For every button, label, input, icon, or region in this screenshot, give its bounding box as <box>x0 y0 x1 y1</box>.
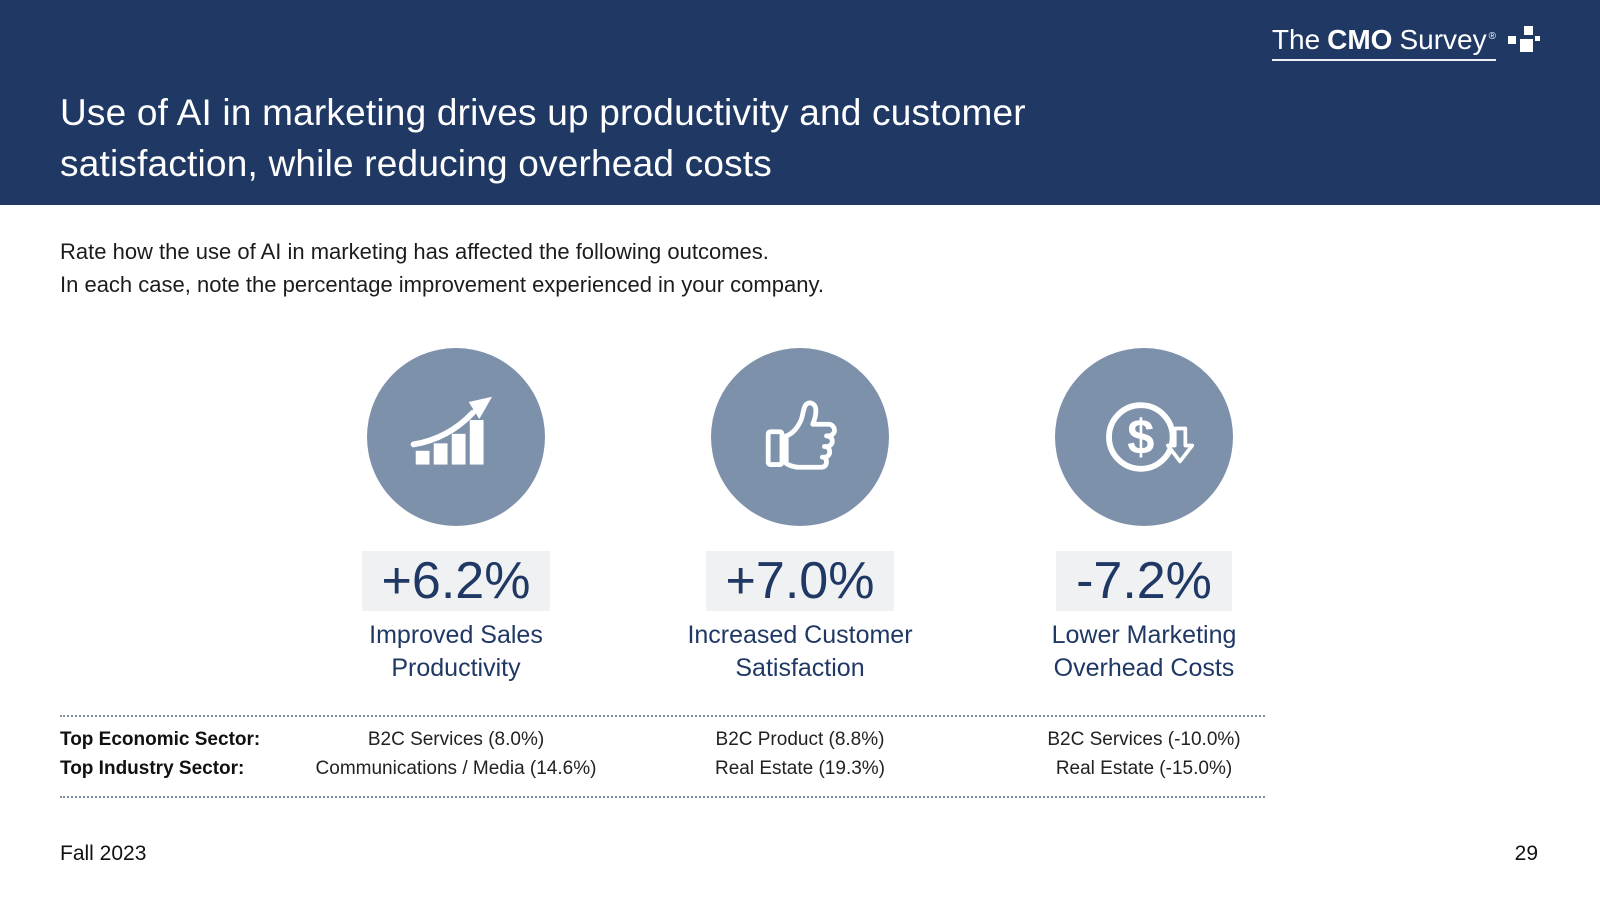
metric-label-line1: Lower Marketing <box>1051 621 1237 650</box>
metrics-row: +6.2% Improved Sales Productivity +7.0% … <box>0 347 1600 685</box>
survey-edition: Fall 2023 <box>60 842 147 865</box>
logo-word-survey: Survey <box>1399 24 1487 55</box>
industry-sector-cell: Communications / Media (14.6%) <box>315 758 597 780</box>
metric-value: +7.0% <box>705 550 895 612</box>
logo-word-the: The <box>1271 24 1321 55</box>
metric-label-line1: Improved Sales <box>369 621 543 650</box>
question-text: Rate how the use of AI in marketing has … <box>60 235 1540 302</box>
sector-table: Top Economic Sector: B2C Services (8.0%)… <box>60 717 1600 794</box>
metric-label: Lower Marketing Overhead Costs <box>1052 619 1237 685</box>
thumbs-up-icon <box>711 347 889 526</box>
economic-sector-row-label: Top Economic Sector: <box>60 729 261 751</box>
page-number: 29 <box>1514 842 1538 865</box>
industry-sector-row-label: Top Industry Sector: <box>60 758 245 780</box>
metric-label: Improved Sales Productivity <box>369 619 543 685</box>
divider-bottom <box>60 796 1265 799</box>
metric-label-line2: Productivity <box>391 654 521 683</box>
dollar-down-icon: $ <box>1055 347 1233 526</box>
metric-value: +6.2% <box>361 550 551 612</box>
logo-text: The CMO Survey ® <box>1271 24 1496 61</box>
metric-value: -7.2% <box>1056 550 1232 612</box>
question-text-line1: Rate how the use of AI in marketing has … <box>60 239 769 264</box>
cmo-survey-logo: The CMO Survey ® <box>1271 24 1540 61</box>
slide-title: Use of AI in marketing drives up product… <box>60 88 1026 189</box>
economic-sector-cell: B2C Services (8.0%) <box>367 729 545 751</box>
metric-label-line2: Satisfaction <box>735 654 865 683</box>
growth-chart-icon <box>367 347 545 526</box>
metric-card-overhead-costs: $ -7.2% Lower Marketing Overhead Costs <box>972 347 1316 685</box>
slide-title-line2: satisfaction, while reducing overhead co… <box>60 142 772 184</box>
metric-card-customer-satisfaction: +7.0% Increased Customer Satisfaction <box>628 347 972 685</box>
economic-sector-cell: B2C Services (-10.0%) <box>1047 729 1241 751</box>
slide-title-line1: Use of AI in marketing drives up product… <box>60 92 1026 133</box>
industry-sector-cell: Real Estate (19.3%) <box>714 758 886 780</box>
divider-top <box>60 715 1265 718</box>
dollar-glyph: $ <box>1127 411 1154 465</box>
metric-label: Increased Customer Satisfaction <box>687 619 912 685</box>
slide: The CMO Survey ® Use of AI in marketing … <box>0 0 1600 865</box>
question-text-line2: In each case, note the percentage improv… <box>60 272 824 298</box>
metric-label-line1: Increased Customer <box>687 621 913 650</box>
registered-mark: ® <box>1488 31 1496 42</box>
metric-card-sales-productivity: +6.2% Improved Sales Productivity <box>284 347 628 685</box>
logo-word-cmo: CMO <box>1327 24 1393 55</box>
header-band: The CMO Survey ® Use of AI in marketing … <box>0 0 1600 205</box>
metric-label-line2: Overhead Costs <box>1053 654 1235 683</box>
industry-sector-cell: Real Estate (-15.0%) <box>1055 758 1233 780</box>
pixel-squares-icon <box>1508 26 1540 52</box>
economic-sector-cell: B2C Product (8.8%) <box>715 729 885 751</box>
